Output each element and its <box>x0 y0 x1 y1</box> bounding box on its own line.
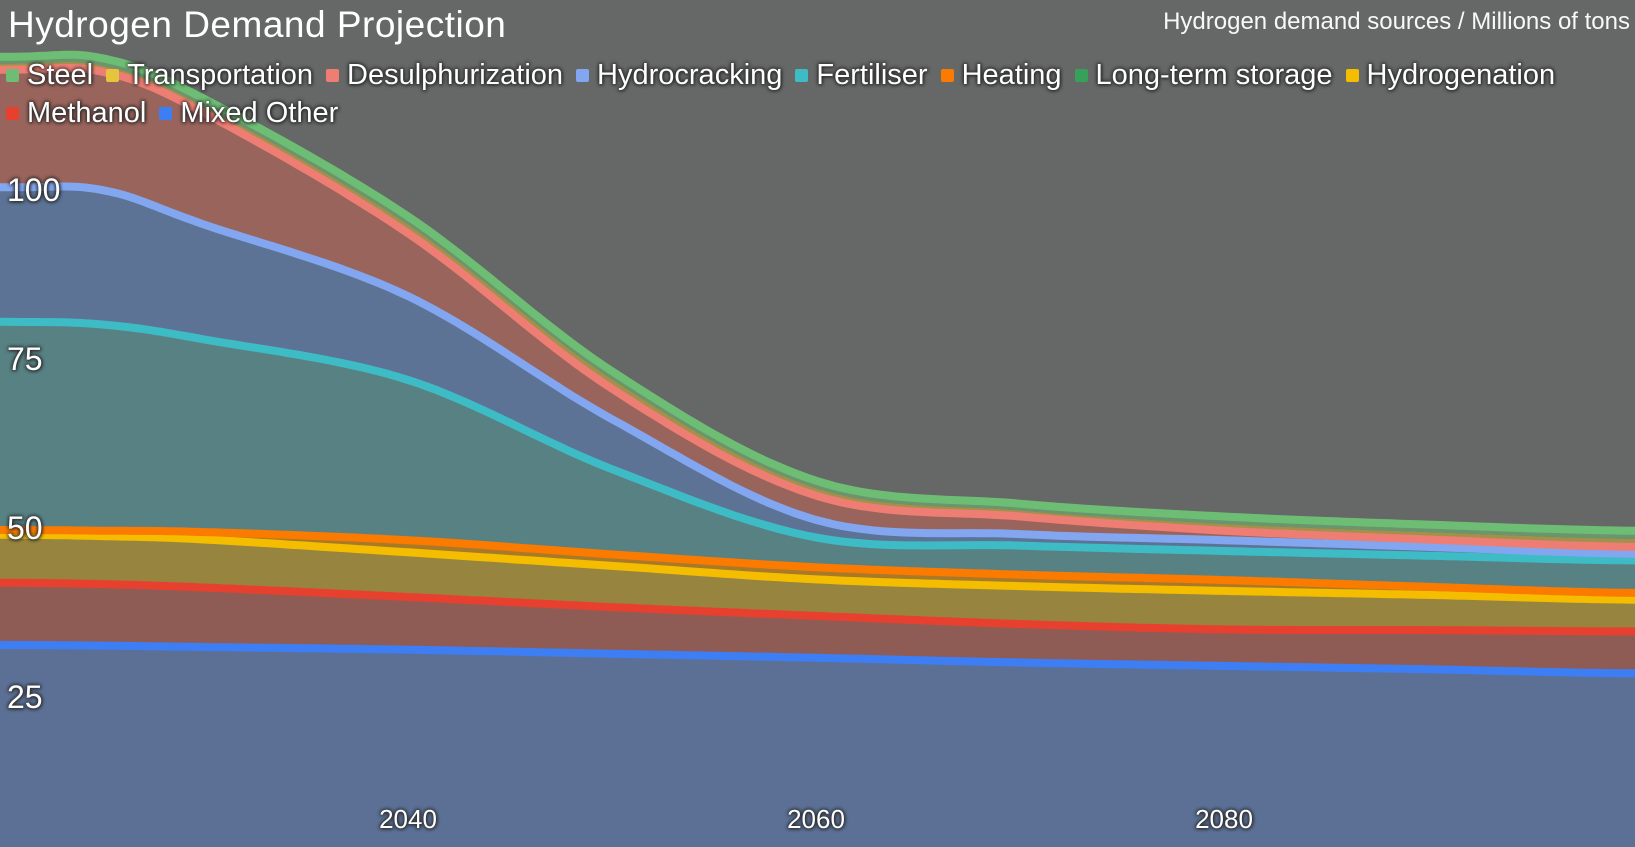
steel-swatch-icon <box>6 68 19 82</box>
line-hydrocracking <box>0 182 1635 558</box>
long-term-storage-swatch-icon <box>1074 68 1088 82</box>
line-hydrogenation <box>0 530 1635 604</box>
legend-label: Hydrogenation <box>1366 59 1556 91</box>
legend-label: Hydrocracking <box>597 59 783 91</box>
legend-item-transportation[interactable]: Transportation <box>106 56 313 94</box>
y-tick-75: 75 <box>7 341 43 377</box>
transportation-swatch-icon <box>106 68 120 82</box>
legend-label: Mixed Other <box>180 97 339 129</box>
y-tick-25: 25 <box>7 679 43 715</box>
legend-label: Long-term storage <box>1095 59 1333 91</box>
methanol-swatch-icon <box>6 106 19 120</box>
hydrogenation-swatch-icon <box>1345 68 1359 82</box>
legend-label: Heating <box>961 59 1062 91</box>
x-tick-2080: 2080 <box>1195 804 1253 834</box>
line-desulphurization <box>0 64 1635 551</box>
fertiliser-swatch-icon <box>795 68 809 82</box>
legend-item-desulphurization[interactable]: Desulphurization <box>326 56 563 94</box>
desulphurization-swatch-icon <box>326 68 340 82</box>
area-methanol[interactable] <box>0 582 1635 674</box>
legend-item-steel[interactable]: Steel <box>6 56 93 94</box>
line-methanol <box>0 578 1635 636</box>
x-tick-2040: 2040 <box>379 804 437 834</box>
legend-item-fertiliser[interactable]: Fertiliser <box>795 56 928 94</box>
legend-item-hydrocracking[interactable]: Hydrocracking <box>576 56 782 94</box>
chart-subtitle: Hydrogen demand sources / Millions of to… <box>1163 8 1630 35</box>
line-heating <box>0 526 1635 597</box>
legend-item-hydrogenation[interactable]: Hydrogenation <box>1345 56 1556 94</box>
mixed-other-swatch-icon <box>159 106 173 120</box>
legend-label: Desulphurization <box>347 59 564 91</box>
area-hydrocracking[interactable] <box>0 186 1635 561</box>
area-mixed-other[interactable] <box>0 644 1635 847</box>
legend-label: Fertiliser <box>816 59 928 91</box>
heating-swatch-icon <box>940 68 954 82</box>
legend-label: Transportation <box>127 59 314 91</box>
line-steel <box>0 50 1635 535</box>
x-tick-2060: 2060 <box>787 804 845 834</box>
y-tick-50: 50 <box>7 510 43 546</box>
hydrocracking-swatch-icon <box>576 68 590 82</box>
line-fertiliser <box>0 317 1635 565</box>
area-fertiliser[interactable] <box>0 321 1635 594</box>
legend: Steel Transportation Desulphurization Hydro… <box>6 56 1630 132</box>
legend-label: Methanol <box>27 97 147 129</box>
legend-item-heating[interactable]: Heating <box>940 56 1062 94</box>
y-tick-100: 100 <box>7 172 61 208</box>
line-mixed-other <box>0 640 1635 678</box>
legend-item-long-term-storage[interactable]: Long-term storage <box>1074 56 1333 94</box>
page-title: Hydrogen Demand Projection <box>8 4 507 45</box>
legend-item-mixed-other[interactable]: Mixed Other <box>159 94 338 132</box>
legend-item-methanol[interactable]: Methanol <box>6 94 146 132</box>
legend-label: Steel <box>27 59 94 91</box>
